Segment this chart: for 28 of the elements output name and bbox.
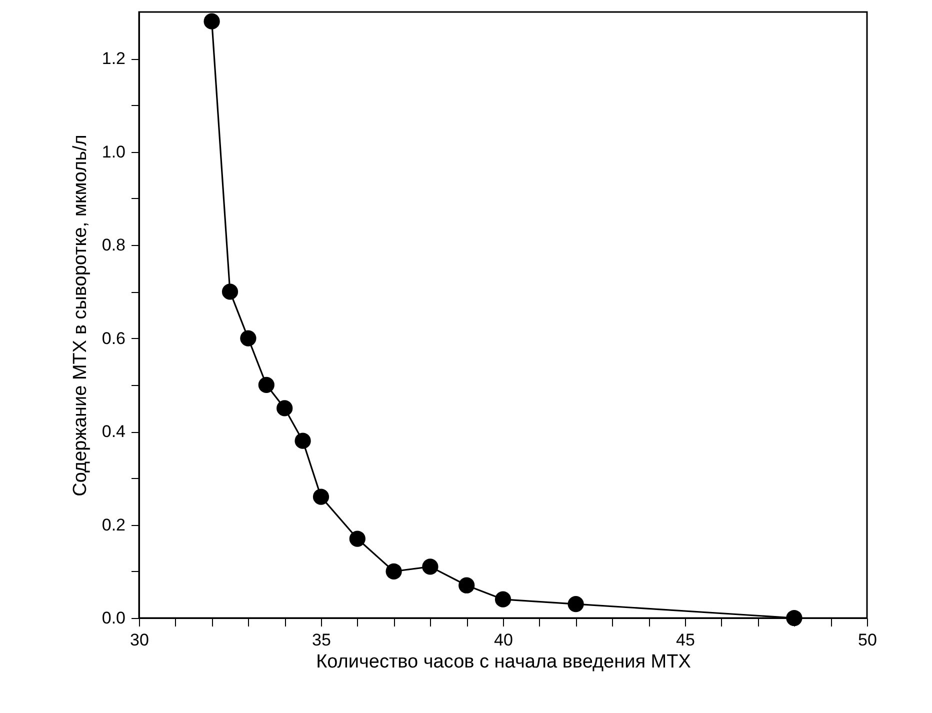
- point: [294, 432, 311, 449]
- point: [568, 596, 584, 612]
- x-tick-label: 30: [130, 630, 149, 650]
- y-tick-label: 0.6: [102, 328, 126, 348]
- y-tick-label: 0.2: [102, 515, 126, 534]
- point: [276, 400, 293, 416]
- x-tick-label: 40: [494, 630, 513, 650]
- x-tick-label: 35: [312, 630, 331, 650]
- y-tick-label: 1.2: [102, 49, 126, 68]
- point: [240, 330, 256, 346]
- x-axis-title: Количество часов с начала введения МТХ: [316, 652, 692, 672]
- point: [258, 376, 274, 393]
- point: [786, 610, 802, 626]
- point: [204, 13, 220, 30]
- y-tick-label: 0.4: [102, 422, 126, 442]
- x-tick-label: 50: [858, 630, 877, 650]
- point: [386, 563, 402, 580]
- y-tick-label: 0.0: [102, 608, 126, 628]
- y-axis-title: Содержание МТХ в сыворотке, мкмоль/л: [70, 134, 91, 496]
- x-tick-label: 45: [676, 630, 695, 650]
- point: [312, 488, 330, 505]
- point: [494, 591, 512, 608]
- point: [458, 577, 475, 594]
- y-tick-label: 0.8: [102, 236, 126, 255]
- y-tick-label: 1.0: [102, 142, 126, 162]
- point: [422, 558, 438, 575]
- point: [222, 284, 238, 300]
- point: [349, 530, 366, 547]
